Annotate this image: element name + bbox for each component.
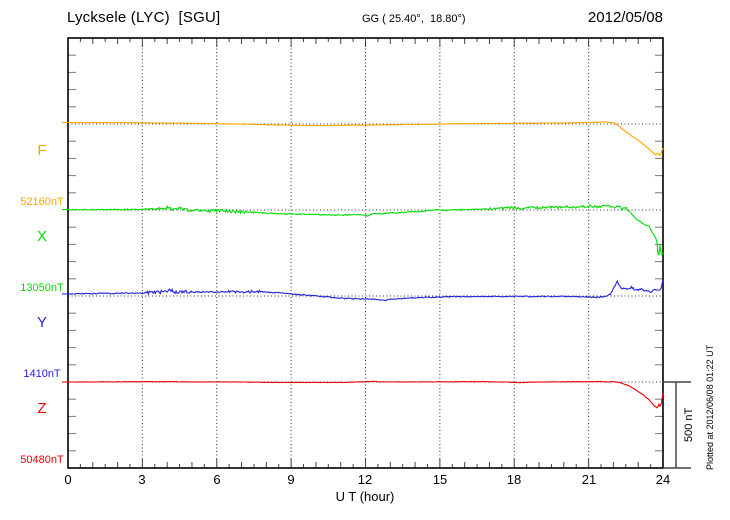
component-label-Y: Y 1410nT — [0, 278, 84, 417]
component-letter-Z: Z — [37, 400, 47, 417]
component-baseline-Y: 1410nT — [23, 368, 61, 380]
trace-F — [62, 121, 664, 157]
x-tick-18: 18 — [506, 472, 522, 487]
plotted-at-note: Plotted at 2012/06/08 01:22 UT — [705, 344, 715, 470]
component-baseline-Z: 50480nT — [20, 454, 64, 466]
component-letter-Y: Y — [36, 314, 47, 331]
x-tick-24: 24 — [655, 472, 671, 487]
x-tick-3: 3 — [138, 472, 146, 487]
component-label-F: F 52160nT — [0, 106, 84, 245]
scalebar-label: 500 nT — [683, 407, 695, 443]
geographic-coordinates: GG ( 25.40°, 18.80°) — [362, 13, 466, 25]
x-tick-21: 21 — [581, 472, 597, 487]
station-title: Lycksele (LYC) [SGU] — [67, 9, 221, 26]
trace-Z — [61, 380, 664, 409]
x-tick-6: 6 — [213, 472, 221, 487]
trace-X — [61, 204, 664, 257]
component-letter-F: F — [37, 142, 47, 159]
x-tick-9: 9 — [287, 472, 295, 487]
component-letter-X: X — [36, 228, 47, 245]
trace-Y — [61, 279, 664, 302]
plot-date: 2012/05/08 — [587, 9, 663, 26]
x-axis-title: U T (hour) — [335, 489, 395, 504]
component-baseline-X: 13050nT — [20, 282, 64, 294]
x-tick-12: 12 — [357, 472, 373, 487]
x-tick-0: 0 — [64, 472, 72, 487]
component-label-X: X 13050nT — [0, 192, 84, 331]
x-tick-15: 15 — [432, 472, 448, 487]
component-label-Z: Z 50480nT — [0, 364, 84, 503]
component-baseline-F: 52160nT — [20, 196, 64, 208]
